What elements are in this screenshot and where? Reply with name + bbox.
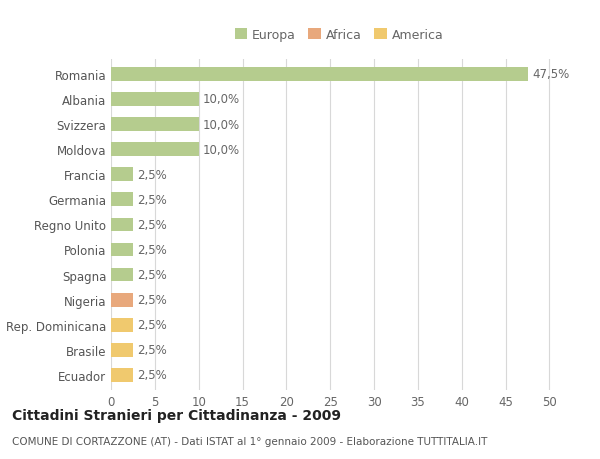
Text: 2,5%: 2,5% [137,218,167,231]
Text: 10,0%: 10,0% [203,143,240,156]
Text: 2,5%: 2,5% [137,243,167,257]
Text: 2,5%: 2,5% [137,344,167,357]
Bar [111,318,133,332]
Text: 47,5%: 47,5% [532,68,569,81]
Bar [111,168,133,182]
Text: 2,5%: 2,5% [137,369,167,381]
Bar [111,118,199,132]
Text: Cittadini Stranieri per Cittadinanza - 2009: Cittadini Stranieri per Cittadinanza - 2… [12,409,341,422]
Bar [111,243,133,257]
Bar [111,343,133,357]
Bar [111,293,133,307]
Bar [111,218,133,232]
Text: 2,5%: 2,5% [137,168,167,181]
Text: 10,0%: 10,0% [203,118,240,131]
Text: 2,5%: 2,5% [137,294,167,307]
Text: 2,5%: 2,5% [137,269,167,281]
Text: 2,5%: 2,5% [137,319,167,331]
Bar [111,143,199,157]
Bar [111,368,133,382]
Legend: Europa, Africa, America: Europa, Africa, America [229,24,449,47]
Text: 2,5%: 2,5% [137,193,167,207]
Bar [111,268,133,282]
Bar [111,93,199,106]
Text: COMUNE DI CORTAZZONE (AT) - Dati ISTAT al 1° gennaio 2009 - Elaborazione TUTTITA: COMUNE DI CORTAZZONE (AT) - Dati ISTAT a… [12,436,487,446]
Bar [111,193,133,207]
Bar [111,68,527,82]
Text: 10,0%: 10,0% [203,93,240,106]
